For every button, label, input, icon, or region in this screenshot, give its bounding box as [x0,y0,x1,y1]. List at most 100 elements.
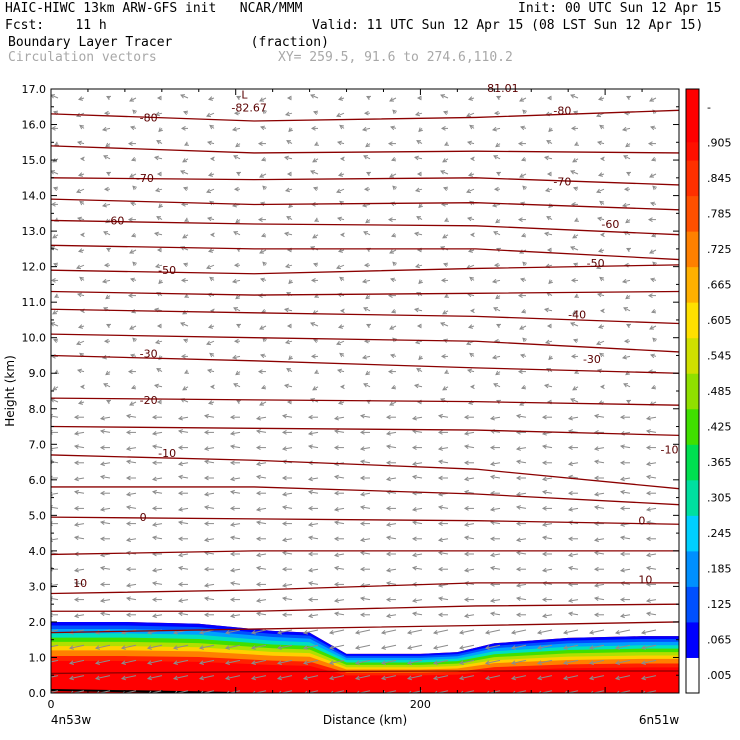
vector-arrowhead [127,369,133,374]
vector-arrowhead [233,338,239,344]
vector-arrowhead [543,231,549,237]
vector-arrow [95,659,111,664]
vector-arrowhead [255,565,261,571]
vector-arrowhead [229,597,235,602]
vector-arrowhead [76,216,82,222]
vector-arrow [126,415,137,418]
vector-arrowhead [645,461,651,467]
vector-arrowhead [231,278,237,284]
vector-arrowhead [229,522,235,527]
vector-arrowhead [103,231,109,236]
vector-arrowhead [203,413,209,419]
vector-arrowhead [440,170,446,175]
vector-arrow [102,279,111,283]
vector-arrowhead [649,325,655,330]
vector-arrow [232,279,241,283]
vector-arrowhead [73,581,79,586]
vector-arrowhead [519,173,525,178]
vector-arrow [152,477,163,480]
vector-arrowhead [593,491,599,497]
vector-arrow [568,476,579,479]
vector-arrow [282,415,293,418]
vector-arrowhead [363,307,369,312]
vector-arrow [334,612,345,616]
vector-arrowhead [406,645,412,650]
vector-arrow [363,231,371,236]
vector-arrow [646,462,657,465]
vector-arrow [485,675,501,680]
vector-arrowhead [101,354,107,360]
vector-arrowhead [281,521,287,526]
vector-arrow [277,629,293,634]
vector-arrowhead [647,293,653,298]
vector-arrowhead [302,675,308,681]
vector-arrowhead [174,690,178,693]
vector-arrowhead [548,279,553,285]
vector-arrowhead [259,173,265,178]
vector-arrowhead [206,340,212,346]
vector-arrowhead [307,522,313,527]
vector-arrowhead [284,187,290,193]
vector-arrowhead [255,445,261,450]
vector-arrowhead [235,294,241,300]
vector-arrow [511,629,527,634]
vector-arrowhead [68,645,74,650]
vector-arrowhead [339,276,345,282]
vector-arrow [360,538,371,541]
vector-arrowhead [567,461,573,467]
vector-arrow [646,599,657,602]
vector-arrow [362,127,371,131]
vector-arrow [641,675,657,680]
vector-arrowhead [304,690,308,693]
contour-line--80 [51,109,679,122]
vector-arrow [282,447,293,450]
vector-arrowhead [286,323,292,329]
vector-arrow [74,568,85,572]
colorbar-swatch [686,231,699,268]
vector-arrowhead [491,126,497,132]
vector-arrowhead [567,415,573,421]
vector-arrowhead [226,690,230,693]
vector-arrowhead [391,308,397,314]
vector-arrowhead [78,172,84,177]
vector-arrowhead [73,476,79,482]
vector-arrow [76,340,85,345]
vector-arrow [51,583,59,587]
vector-arrowhead [625,142,631,148]
vector-arrowhead [651,308,657,314]
vector-arrow [596,188,605,193]
vector-arrowhead [177,582,183,587]
vector-arrowhead [440,126,446,131]
vector-arrow [589,675,605,680]
vector-arrowhead [73,567,79,573]
vector-arrowhead [224,660,230,666]
vector-arrowhead [333,461,339,467]
vector-arrowhead [468,172,474,177]
vector-arrowhead [469,384,475,390]
vector-arrowhead [489,445,495,450]
vector-arrow [357,690,371,693]
colorbar-swatch [686,621,699,658]
vector-arrow [570,246,579,251]
vector-arrowhead [44,676,48,680]
vector-arrow [259,97,267,102]
vector-arrowhead [99,582,105,587]
vector-arrow [173,675,189,680]
vector-arrowhead [333,490,339,496]
vector-arrowhead [125,566,131,572]
vector-arrowhead [283,307,289,313]
vector-arrowhead [599,156,605,162]
vector-arrowhead [288,127,293,133]
vector-arrowhead [640,675,646,681]
vector-arrowhead [354,645,360,650]
vector-arrowhead [354,630,360,635]
vector-arrowhead [209,232,215,238]
vector-arrow [121,644,137,649]
vector-arrowhead [623,338,629,344]
vector-arrow [594,415,605,418]
vector-arrow [256,612,267,616]
vector-arrowhead [598,324,604,329]
vector-arrowhead [281,566,287,572]
vector-arrowhead [626,323,632,329]
vector-arrowhead [363,110,369,116]
